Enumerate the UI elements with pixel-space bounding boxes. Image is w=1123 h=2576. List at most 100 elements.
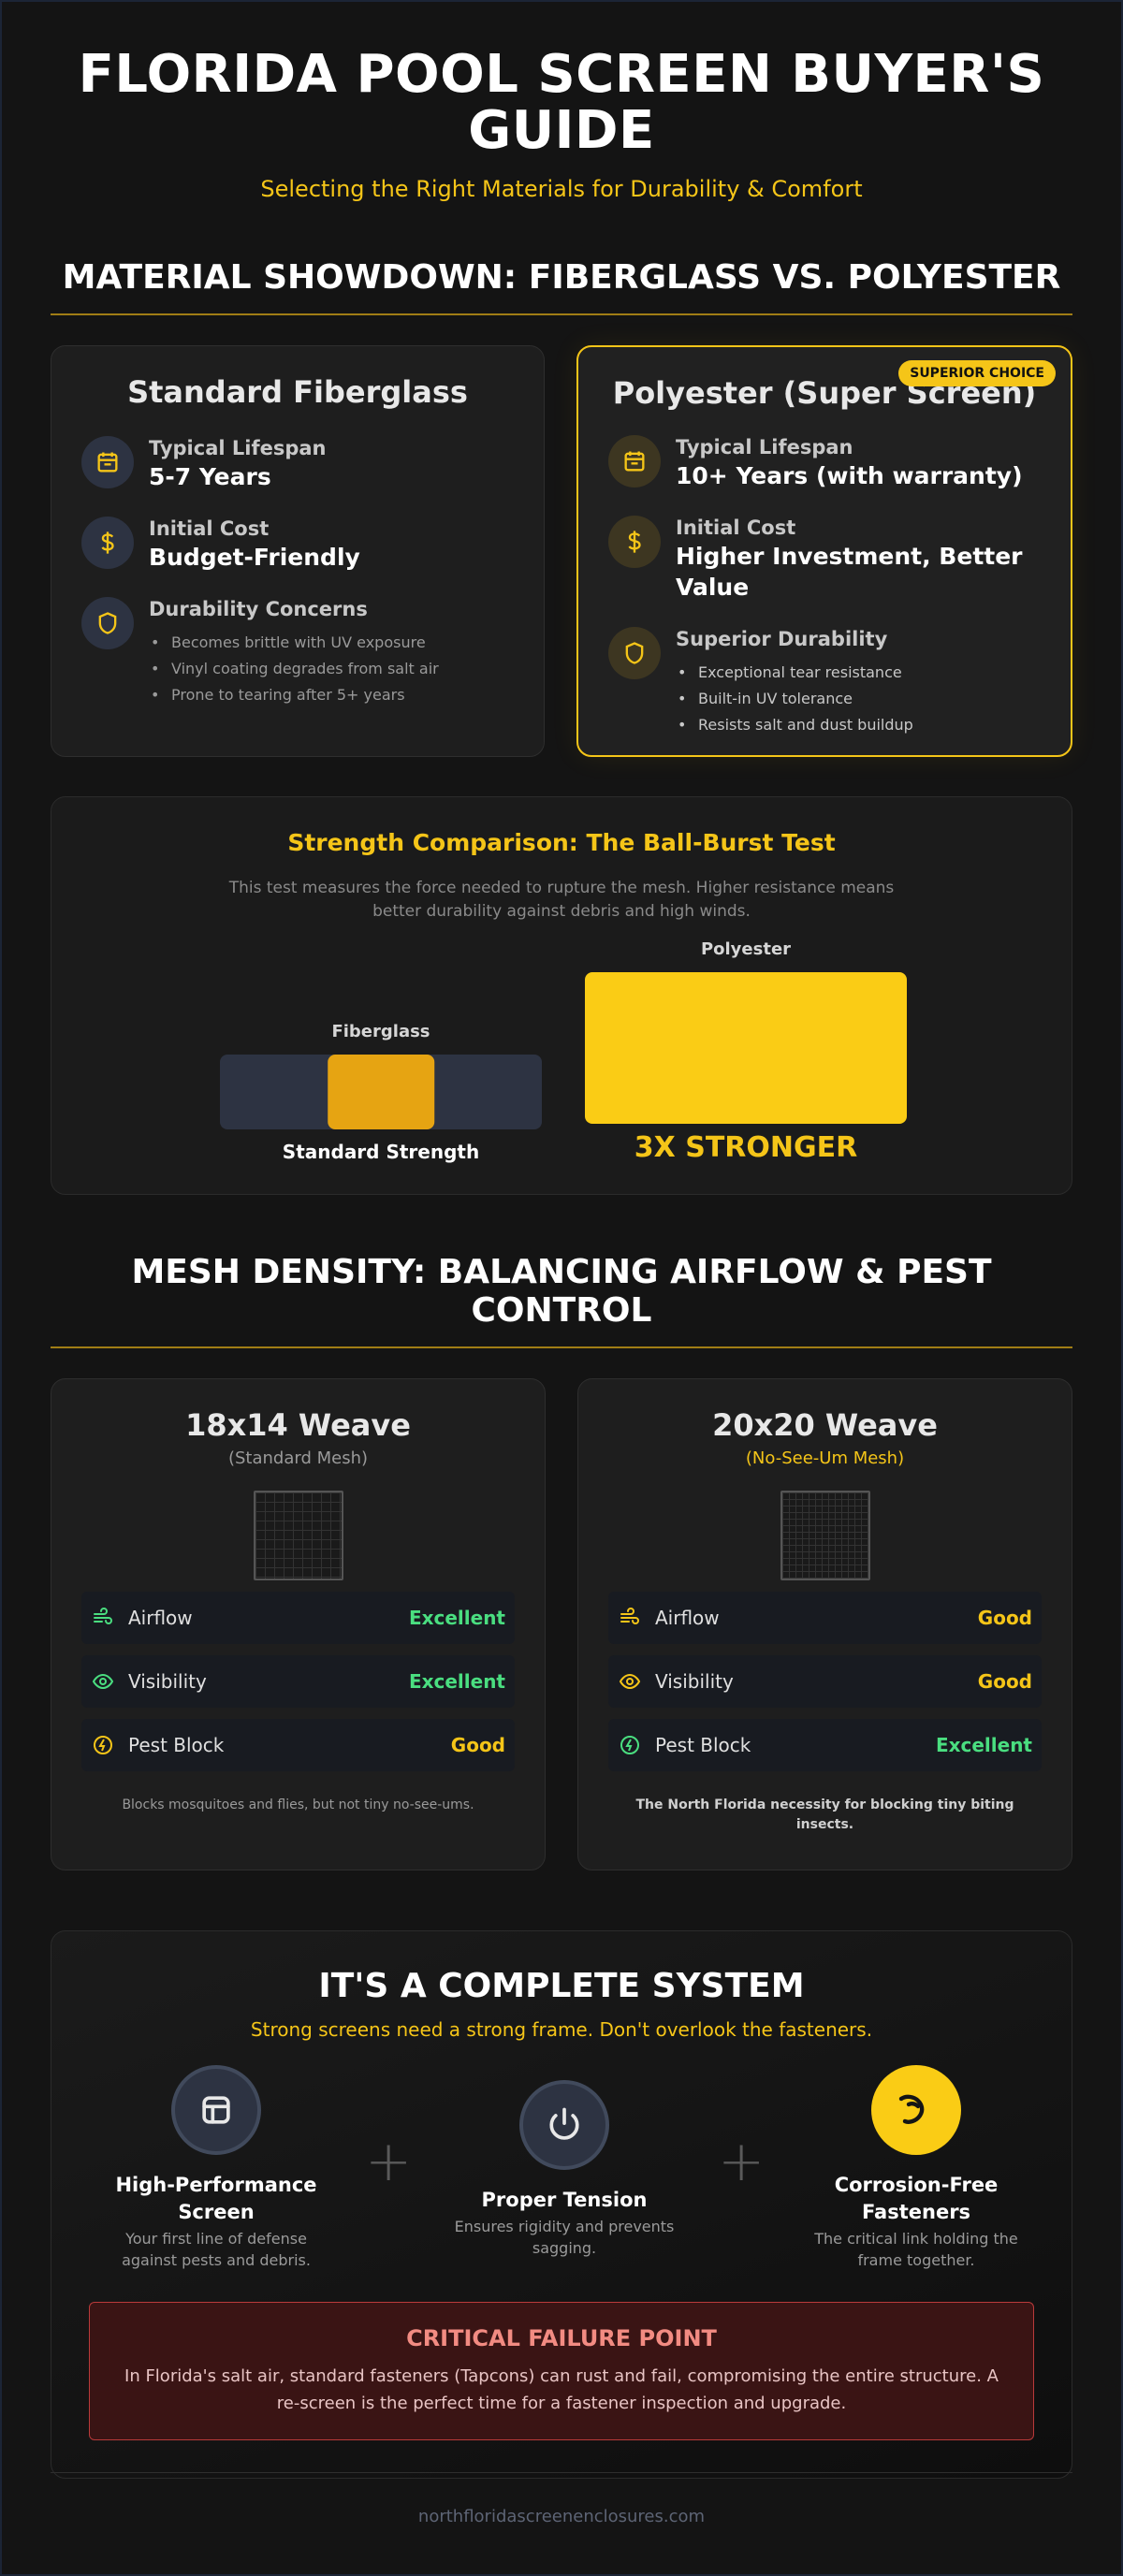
rating-row-pest-block: Pest Block Good — [81, 1719, 515, 1771]
material-section-title: MATERIAL SHOWDOWN: FIBERGLASS VS. POLYES… — [51, 258, 1072, 315]
rating-value: Good — [977, 1670, 1032, 1693]
standard-mesh-subtitle: (Standard Mesh) — [227, 1448, 369, 1468]
shield-icon — [81, 597, 134, 649]
rating-value: Good — [450, 1734, 505, 1756]
polyester-card: SUPERIOR CHOICE Polyester (Super Screen)… — [576, 345, 1072, 757]
durability-label: Superior Durability — [676, 628, 888, 650]
page-title: FLORIDA POOL SCREEN BUYER'S GUIDE — [78, 44, 1045, 161]
hero: FLORIDA POOL SCREEN BUYER'S GUIDE Select… — [2, 2, 1121, 203]
plus-icon: + — [365, 2129, 413, 2194]
standard-mesh-title: 18x14 Weave — [185, 1407, 411, 1443]
power-icon — [519, 2080, 609, 2170]
critical-text: In Florida's salt air, standard fastener… — [124, 2366, 999, 2413]
rating-value: Excellent — [935, 1734, 1032, 1756]
system-steps: High-Performance Screen Your first line … — [51, 2065, 1072, 2299]
polyester-bar-fill — [585, 972, 907, 1124]
system-title: IT'S A COMPLETE SYSTEM — [318, 1967, 805, 2005]
complete-system: IT'S A COMPLETE SYSTEM Strong screens ne… — [51, 1930, 1072, 2479]
fiberglass-bar-caption: Standard Strength — [282, 1141, 480, 1163]
durability-list: Becomes brittle with UV exposure Vinyl c… — [149, 630, 439, 708]
durability-list: Exceptional tear resistance Built-in UV … — [676, 660, 913, 738]
rating-label: Pest Block — [128, 1734, 225, 1756]
lifespan-value: 5-7 Years — [149, 463, 271, 490]
cost-value: Higher Investment, Better Value — [676, 543, 1023, 601]
list-item: Exceptional tear resistance — [676, 660, 913, 686]
polyester-durability: Superior Durability Exceptional tear res… — [608, 627, 1041, 738]
critical-failure-box: CRITICAL FAILURE POINT In Florida's salt… — [89, 2302, 1034, 2440]
rating-label: Airflow — [655, 1607, 720, 1629]
step-description: Ensures rigidity and prevents sagging. — [454, 2218, 675, 2257]
nosee-mesh-subtitle: (No-See-Um Mesh) — [745, 1448, 905, 1468]
rating-label: Airflow — [128, 1607, 193, 1629]
plus-icon: + — [718, 2129, 766, 2194]
step-description: The critical link holding the frame toge… — [814, 2230, 1018, 2269]
polyester-bar-caption: 3X STRONGER — [634, 1131, 858, 1164]
fiberglass-cost: Initial Cost Budget-Friendly — [81, 517, 514, 573]
polyester-bar-label: Polyester — [700, 939, 792, 959]
rating-label: Visibility — [655, 1670, 734, 1693]
critical-title: CRITICAL FAILURE POINT — [406, 2325, 717, 2351]
calendar-icon — [81, 436, 134, 488]
rating-label: Visibility — [128, 1670, 207, 1693]
step-title: High-Performance Screen — [115, 2174, 317, 2223]
step-description: Your first line of defense against pests… — [122, 2230, 311, 2269]
list-item: Prone to tearing after 5+ years — [149, 682, 439, 708]
lifespan-value: 10+ Years (with warranty) — [676, 462, 1023, 489]
screen-frame-icon — [171, 2065, 261, 2155]
rating-row-airflow: Airflow Good — [608, 1592, 1042, 1644]
rating-row-airflow: Airflow Excellent — [81, 1592, 515, 1644]
rating-value: Excellent — [408, 1607, 505, 1629]
lifespan-label: Typical Lifespan — [149, 437, 327, 459]
mesh-section-title: MESH DENSITY: BALANCING AIRFLOW & PEST C… — [51, 1253, 1072, 1348]
shield-icon — [608, 627, 661, 679]
step-title: Corrosion-Free Fasteners — [834, 2174, 999, 2223]
durability-label: Durability Concerns — [149, 598, 368, 620]
nosee-mesh-note: The North Florida necessity for blocking… — [635, 1797, 1014, 1832]
footer-domain-link[interactable]: northfloridascreenenclosures.com — [417, 2507, 706, 2526]
wind-icon — [618, 1606, 642, 1630]
step-fasteners: Corrosion-Free Fasteners The critical li… — [804, 2065, 1028, 2271]
dollar-icon — [608, 516, 661, 568]
footer: northfloridascreenenclosures.com — [51, 2472, 1072, 2526]
fastener-icon — [871, 2065, 961, 2155]
mesh-cards: 18x14 Weave (Standard Mesh) Airflow Exce… — [51, 1378, 1072, 1870]
page-subtitle: Selecting the Right Materials for Durabi… — [260, 176, 863, 202]
cost-label: Initial Cost — [676, 517, 796, 539]
fiberglass-lifespan: Typical Lifespan 5-7 Years — [81, 436, 514, 492]
rating-row-visibility: Visibility Good — [608, 1655, 1042, 1708]
rating-row-visibility: Visibility Excellent — [81, 1655, 515, 1708]
cost-value: Budget-Friendly — [149, 544, 360, 571]
fiberglass-title: Standard Fiberglass — [127, 374, 468, 410]
polyester-bar-group: Polyester 3X STRONGER — [585, 939, 907, 1164]
list-item: Becomes brittle with UV exposure — [149, 630, 439, 656]
rating-row-pest-block: Pest Block Excellent — [608, 1719, 1042, 1771]
list-item: Resists salt and dust buildup — [676, 712, 913, 738]
step-tension: Proper Tension Ensures rigidity and prev… — [452, 2080, 677, 2259]
bug-shield-icon — [91, 1733, 115, 1757]
cost-label: Initial Cost — [149, 517, 270, 540]
strength-description: This test measures the force needed to r… — [228, 879, 895, 921]
polyester-cost: Initial Cost Higher Investment, Better V… — [608, 516, 1041, 603]
nosee-mesh-card: 20x20 Weave (No-See-Um Mesh) Airflow Goo… — [577, 1378, 1072, 1870]
wind-icon — [91, 1606, 115, 1630]
mesh-swatch-image — [253, 1491, 343, 1580]
strength-title: Strength Comparison: The Ball-Burst Test — [287, 829, 836, 856]
step-title: Proper Tension — [481, 2189, 648, 2211]
list-item: Built-in UV tolerance — [676, 686, 913, 712]
fiberglass-bar-label: Fiberglass — [331, 1022, 430, 1041]
dollar-icon — [81, 517, 134, 569]
polyester-lifespan: Typical Lifespan 10+ Years (with warrant… — [608, 435, 1041, 491]
material-cards: Standard Fiberglass Typical Lifespan 5-7… — [51, 345, 1072, 757]
standard-mesh-card: 18x14 Weave (Standard Mesh) Airflow Exce… — [51, 1378, 546, 1870]
nosee-mesh-title: 20x20 Weave — [712, 1407, 938, 1443]
strength-comparison: Strength Comparison: The Ball-Burst Test… — [51, 796, 1072, 1195]
eye-icon — [91, 1669, 115, 1694]
step-screen: High-Performance Screen Your first line … — [104, 2065, 328, 2271]
superior-choice-badge: SUPERIOR CHOICE — [898, 360, 1056, 386]
rating-value: Excellent — [408, 1670, 505, 1693]
system-subtitle: Strong screens need a strong frame. Don'… — [250, 2018, 873, 2041]
bug-shield-icon — [618, 1733, 642, 1757]
lifespan-label: Typical Lifespan — [676, 436, 853, 458]
calendar-icon — [608, 435, 661, 488]
standard-mesh-note: Blocks mosquitoes and flies, but not tin… — [122, 1797, 474, 1812]
